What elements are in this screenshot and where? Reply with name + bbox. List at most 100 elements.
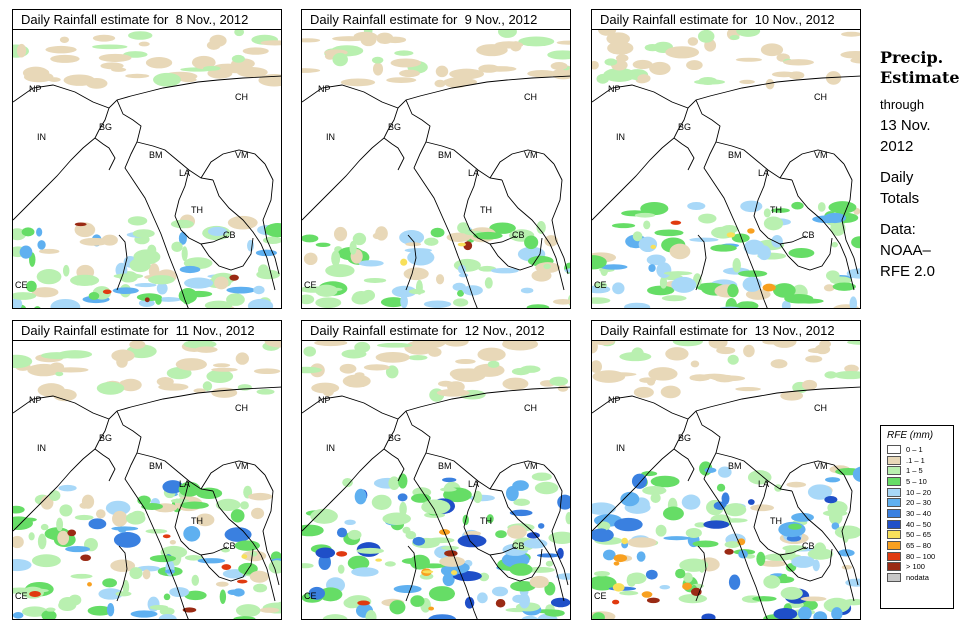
rain-patch [710, 244, 737, 252]
country-label: VM [814, 461, 828, 471]
rain-patch [721, 492, 730, 505]
country-label: CB [802, 230, 815, 240]
rain-patch [427, 347, 442, 357]
rain-patch [634, 212, 656, 218]
rain-patch [440, 487, 457, 492]
rain-patch [390, 58, 422, 68]
rain-patch [845, 578, 860, 587]
rain-patch [354, 488, 367, 505]
country-label: BM [149, 150, 163, 160]
country-border [592, 448, 675, 532]
rain-patch [549, 376, 569, 387]
rain-patch [215, 581, 229, 587]
rain-patch [256, 269, 281, 280]
rain-patch [315, 242, 331, 247]
rain-patch [170, 219, 194, 229]
rain-patch [302, 68, 321, 73]
rain-patch [672, 341, 703, 347]
rain-patch [98, 588, 123, 600]
rain-patch [28, 532, 35, 541]
rain-patch [428, 614, 457, 619]
rain-patch [45, 45, 77, 54]
rain-patch [824, 495, 838, 504]
rain-patch [679, 558, 709, 572]
legend-swatch [887, 476, 901, 486]
legend-item: nodata [887, 572, 953, 583]
rain-patch [824, 371, 838, 379]
rain-patch [356, 547, 385, 554]
country-border [592, 75, 860, 109]
map-canvas: NP CH IN BG BM VM LA TH CB CE [13, 30, 281, 308]
rain-patch [331, 250, 341, 267]
heavy-rain-spot [670, 220, 682, 225]
country-border [116, 234, 128, 291]
legend-swatch [887, 508, 901, 518]
rain-patch [716, 483, 726, 492]
country-border [841, 163, 859, 275]
rain-patch [830, 220, 846, 236]
rain-patch [138, 41, 150, 47]
rain-patch [130, 610, 158, 618]
country-label: CB [512, 230, 525, 240]
rain-patch [844, 364, 859, 373]
rain-patch [441, 545, 459, 550]
country-border [841, 474, 859, 586]
country-border [425, 452, 503, 492]
rain-patch [156, 282, 168, 295]
rain-patch [846, 268, 860, 279]
rain-patch [565, 512, 570, 525]
rain-patch [452, 282, 466, 291]
rain-patch [689, 237, 719, 242]
heavy-rain-spot [612, 583, 625, 592]
rain-patch [382, 512, 411, 525]
country-border [695, 545, 707, 602]
rain-patch [403, 267, 429, 281]
rain-patch [478, 64, 500, 73]
rain-patch [21, 588, 49, 593]
rain-patch [687, 202, 706, 211]
rain-patch [231, 54, 245, 63]
heavy-rain-spot [357, 600, 370, 606]
rain-patch [490, 267, 519, 274]
rain-patch [681, 494, 701, 510]
map-canvas: NP CH IN BG BM VM LA TH CB CE [592, 30, 860, 308]
country-border [302, 448, 385, 532]
rain-patch [50, 298, 81, 308]
rain-patch [487, 360, 500, 368]
rain-patch [400, 294, 408, 308]
rain-patch [602, 549, 616, 561]
rain-patch [184, 554, 203, 561]
country-border [94, 418, 116, 482]
legend-item: 0 – 1 [887, 444, 953, 455]
rain-patch [184, 277, 214, 289]
rain-patch [302, 366, 322, 374]
rain-patch [707, 374, 736, 380]
country-label: NP [29, 395, 42, 405]
rain-patch [645, 569, 658, 580]
rain-patch [557, 547, 564, 559]
rainfall-map: NP CH IN BG BM VM LA TH CB CE [301, 29, 571, 309]
rain-patch [55, 371, 64, 377]
country-label: TH [770, 205, 782, 215]
map-panel-5: Daily Rainfall estimate for 12 Nov., 201… [301, 320, 571, 620]
rain-patch [163, 593, 171, 601]
rain-patch [343, 597, 361, 609]
rain-patch [397, 493, 408, 502]
rain-patch [249, 570, 269, 583]
rain-patch [719, 306, 741, 308]
rain-patch [242, 47, 269, 55]
rain-patch [671, 276, 697, 293]
country-border [791, 490, 855, 602]
heavy-rain-spot [87, 582, 92, 587]
country-border [695, 99, 768, 308]
rain-patch [262, 236, 281, 245]
rain-patch [545, 560, 554, 567]
rain-patch [649, 61, 671, 75]
rain-patch [502, 377, 529, 390]
rain-patch [592, 297, 611, 304]
rain-patch [221, 63, 253, 74]
rain-patch [424, 237, 439, 246]
rain-patch [375, 226, 388, 241]
rain-patch [833, 370, 860, 380]
rain-patch [536, 553, 560, 558]
